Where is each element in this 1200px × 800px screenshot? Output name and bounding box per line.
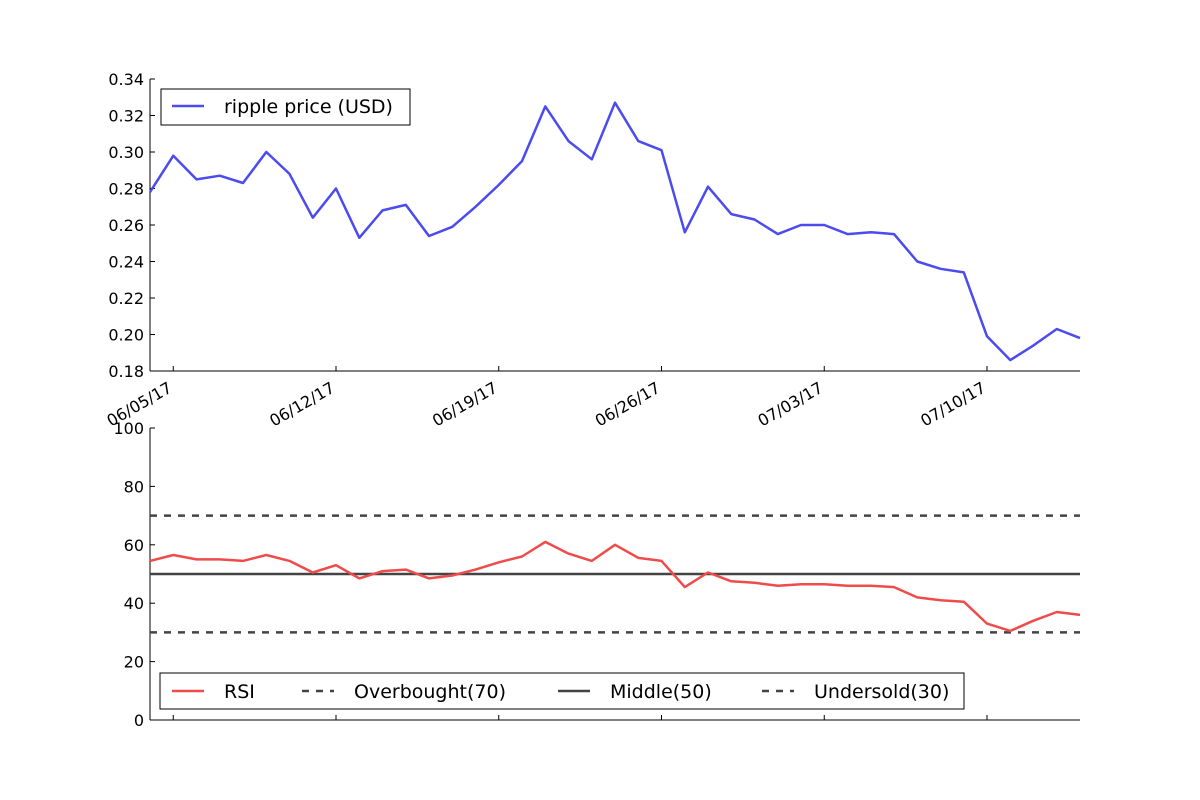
price-y-tick-label: 0.34 — [108, 70, 144, 89]
rsi-y-tick-label: 80 — [124, 477, 144, 496]
rsi-y-tick-label: 100 — [113, 419, 144, 438]
price-y-tick-label: 0.18 — [108, 362, 144, 381]
price-y-tick-label: 0.20 — [108, 326, 144, 345]
price-y-tick-label: 0.24 — [108, 253, 144, 272]
rsi-y-tick-label: 20 — [124, 653, 144, 672]
rsi-series-line — [149, 540, 1081, 633]
rsi-legend: RSI Overbought(70) Middle(50) Undersold(30) — [159, 672, 965, 710]
rsi-legend-label: Overbought(70) — [354, 681, 506, 703]
price-y-tick-label: 0.32 — [108, 107, 144, 126]
price-y-tick-label: 0.28 — [108, 180, 144, 199]
rsi-y-tick-label: 60 — [124, 536, 144, 555]
rsi-y-tick-label: 40 — [124, 594, 144, 613]
rsi-legend-label: RSI — [224, 681, 255, 703]
price-y-tick-label: 0.30 — [108, 143, 144, 162]
rsi-chart: 0 20 40 60 80 100 RSI Overbought(70) Middle(50) U… — [113, 419, 1081, 730]
price-y-tick-label: 0.26 — [108, 216, 144, 235]
price-legend: ripple price (USD) — [160, 88, 411, 126]
rsi-y-tick-label: 0 — [134, 711, 144, 730]
rsi-legend-label: Middle(50) — [610, 681, 712, 703]
price-legend-label: ripple price (USD) — [224, 96, 393, 118]
rsi-legend-label: Undersold(30) — [814, 681, 949, 703]
price-series-line — [148, 101, 1081, 362]
price-y-tick-label: 0.22 — [108, 289, 144, 308]
